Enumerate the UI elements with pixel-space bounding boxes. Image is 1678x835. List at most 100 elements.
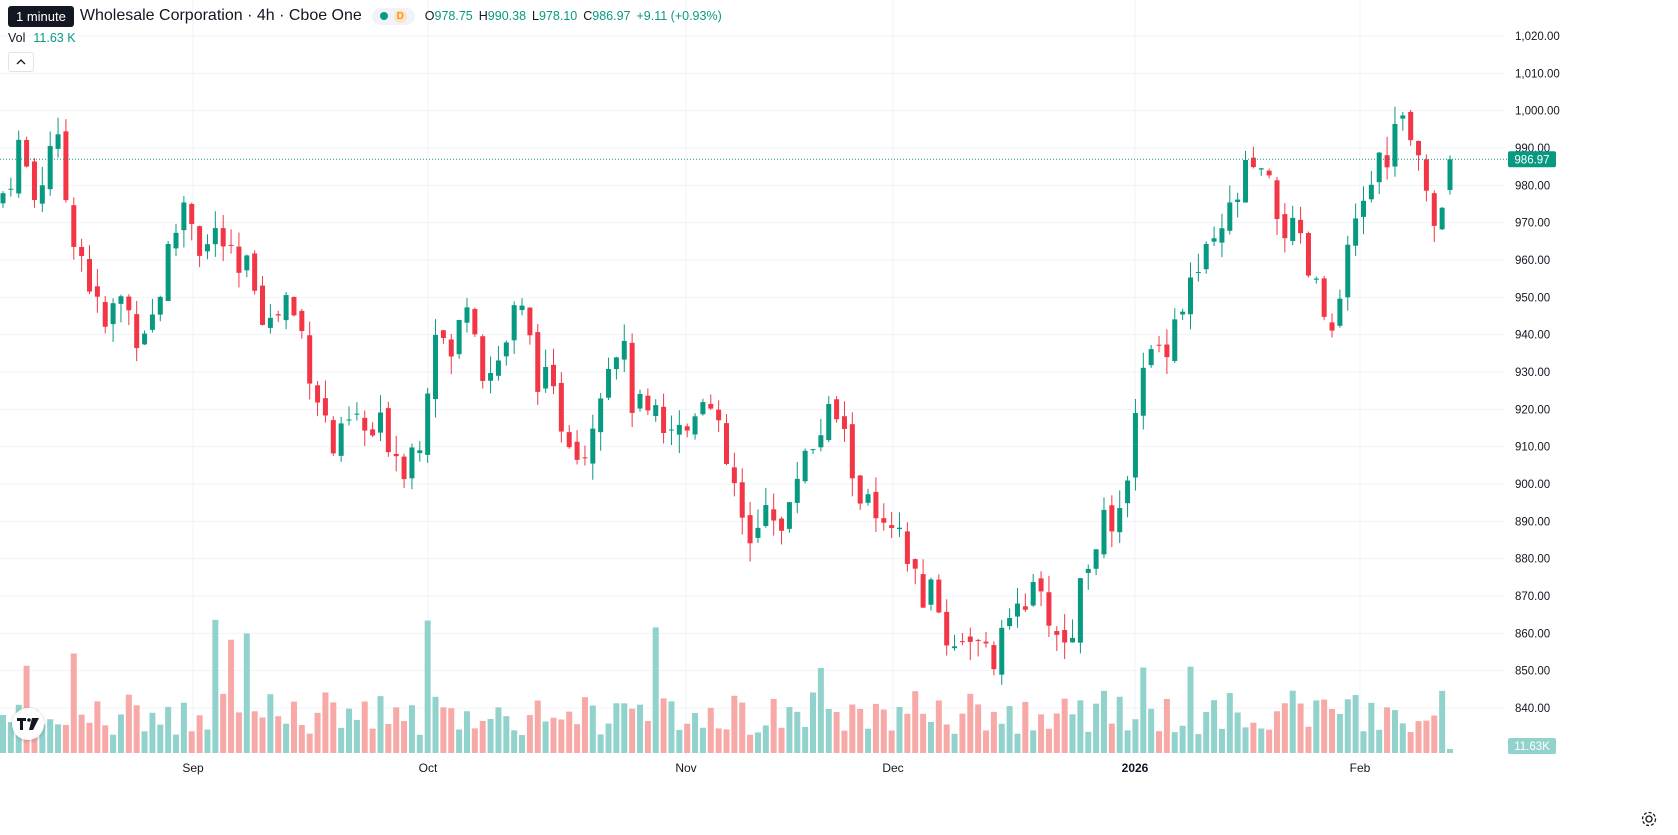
volume-bar	[723, 729, 730, 753]
timeframe-badge[interactable]: 1 minute	[8, 5, 74, 27]
volume-bar	[581, 697, 588, 753]
volume-bar	[479, 720, 486, 753]
volume-bar	[1187, 666, 1194, 753]
price-tick-label: 900.00	[1515, 479, 1550, 491]
candle-body	[173, 232, 179, 249]
volume-bar	[117, 714, 124, 753]
volume-bar	[652, 627, 659, 753]
volume-bar	[1218, 728, 1225, 753]
volume-bar	[707, 707, 714, 753]
candle-body	[645, 395, 651, 411]
candle-body	[385, 408, 391, 453]
volume-value: 11.63 K	[33, 31, 76, 45]
volume-bar	[369, 728, 376, 753]
volume-bar	[849, 704, 856, 753]
candle-body	[558, 382, 564, 432]
volume-bar	[959, 713, 966, 753]
volume-bar	[220, 693, 227, 753]
volume-bar	[267, 694, 274, 753]
volume-bar	[322, 692, 329, 753]
gear-icon[interactable]	[1640, 810, 1658, 828]
candle-body	[1148, 349, 1154, 366]
candle-body	[1070, 637, 1076, 643]
volume-bar	[943, 724, 950, 753]
volume-bar	[857, 708, 864, 753]
volume-bar	[1329, 709, 1336, 753]
candle-body	[1298, 219, 1304, 234]
tradingview-logo-icon[interactable]	[12, 708, 44, 740]
candle-body	[1140, 367, 1146, 416]
volume-bar	[330, 702, 337, 753]
candle-body	[952, 646, 958, 649]
candle-body	[668, 429, 674, 431]
volume-bar	[574, 724, 581, 753]
volume-bar	[228, 639, 235, 753]
volume-bar	[377, 696, 384, 753]
volume-bar	[904, 713, 911, 753]
volume-bar	[283, 723, 290, 753]
candle-body	[566, 432, 572, 448]
candle-body	[1077, 578, 1083, 643]
price-tick-label: 860.00	[1515, 628, 1550, 640]
price-tick-label: 1,000.00	[1515, 106, 1560, 118]
volume-bar	[511, 730, 518, 753]
price-tick-label: 870.00	[1515, 591, 1550, 603]
candle-body	[1180, 311, 1186, 315]
candle-body	[354, 413, 360, 415]
collapse-legend-button[interactable]	[8, 52, 34, 72]
candle-body	[102, 302, 108, 327]
ohlc-low: L978.10	[532, 9, 578, 23]
volume-bar	[1368, 702, 1375, 753]
candle-body	[613, 357, 619, 370]
candle-body	[834, 399, 840, 420]
volume-bar	[692, 713, 699, 753]
volume-bar	[1360, 731, 1367, 753]
candle-body	[1022, 606, 1028, 610]
candle-body	[983, 641, 989, 644]
candle-body	[134, 314, 140, 349]
candle-body	[535, 332, 541, 392]
volume-bar	[1234, 712, 1241, 753]
candle-body	[684, 426, 690, 431]
volume-bar	[314, 712, 321, 753]
volume-bar	[188, 731, 195, 753]
volume-bar	[1148, 708, 1155, 753]
candle-body	[1038, 578, 1044, 592]
volume-bar	[408, 705, 415, 753]
time-tick-label: Nov	[675, 761, 696, 775]
volume-bar	[204, 729, 211, 753]
volume-bar	[1163, 698, 1170, 753]
candle-body	[1282, 214, 1288, 239]
candle-body	[24, 139, 30, 167]
candle-body	[189, 204, 195, 224]
volume-bar	[456, 729, 463, 753]
volume-bar	[432, 696, 439, 753]
market-status-pill[interactable]: D	[371, 7, 415, 25]
volume-bar	[1124, 730, 1131, 753]
volume-bar	[243, 633, 250, 753]
candle-body	[826, 403, 832, 441]
candle-body	[991, 645, 997, 670]
symbol-title[interactable]: Wholesale Corporation · 4h · Cboe One	[79, 7, 362, 24]
volume-bar	[1030, 730, 1037, 753]
candle-body	[1117, 508, 1123, 533]
volume-bar	[86, 722, 93, 753]
volume-bar	[786, 707, 793, 753]
volume-bar	[975, 704, 982, 753]
candle-body	[590, 428, 596, 464]
volume-bar	[1439, 690, 1446, 753]
volume-bar	[62, 724, 69, 753]
candle-body	[1408, 111, 1414, 141]
candle-body	[79, 246, 85, 257]
ohlc-open: O978.75	[424, 9, 473, 23]
candle-body	[126, 296, 132, 311]
market-open-icon	[379, 12, 388, 20]
candle-body	[543, 366, 549, 389]
volume-bar	[173, 734, 180, 753]
candle-body	[118, 296, 124, 304]
candle-body	[692, 416, 698, 435]
candle-body	[456, 319, 462, 355]
candle-body	[904, 531, 910, 564]
volume-bar	[1100, 690, 1107, 753]
